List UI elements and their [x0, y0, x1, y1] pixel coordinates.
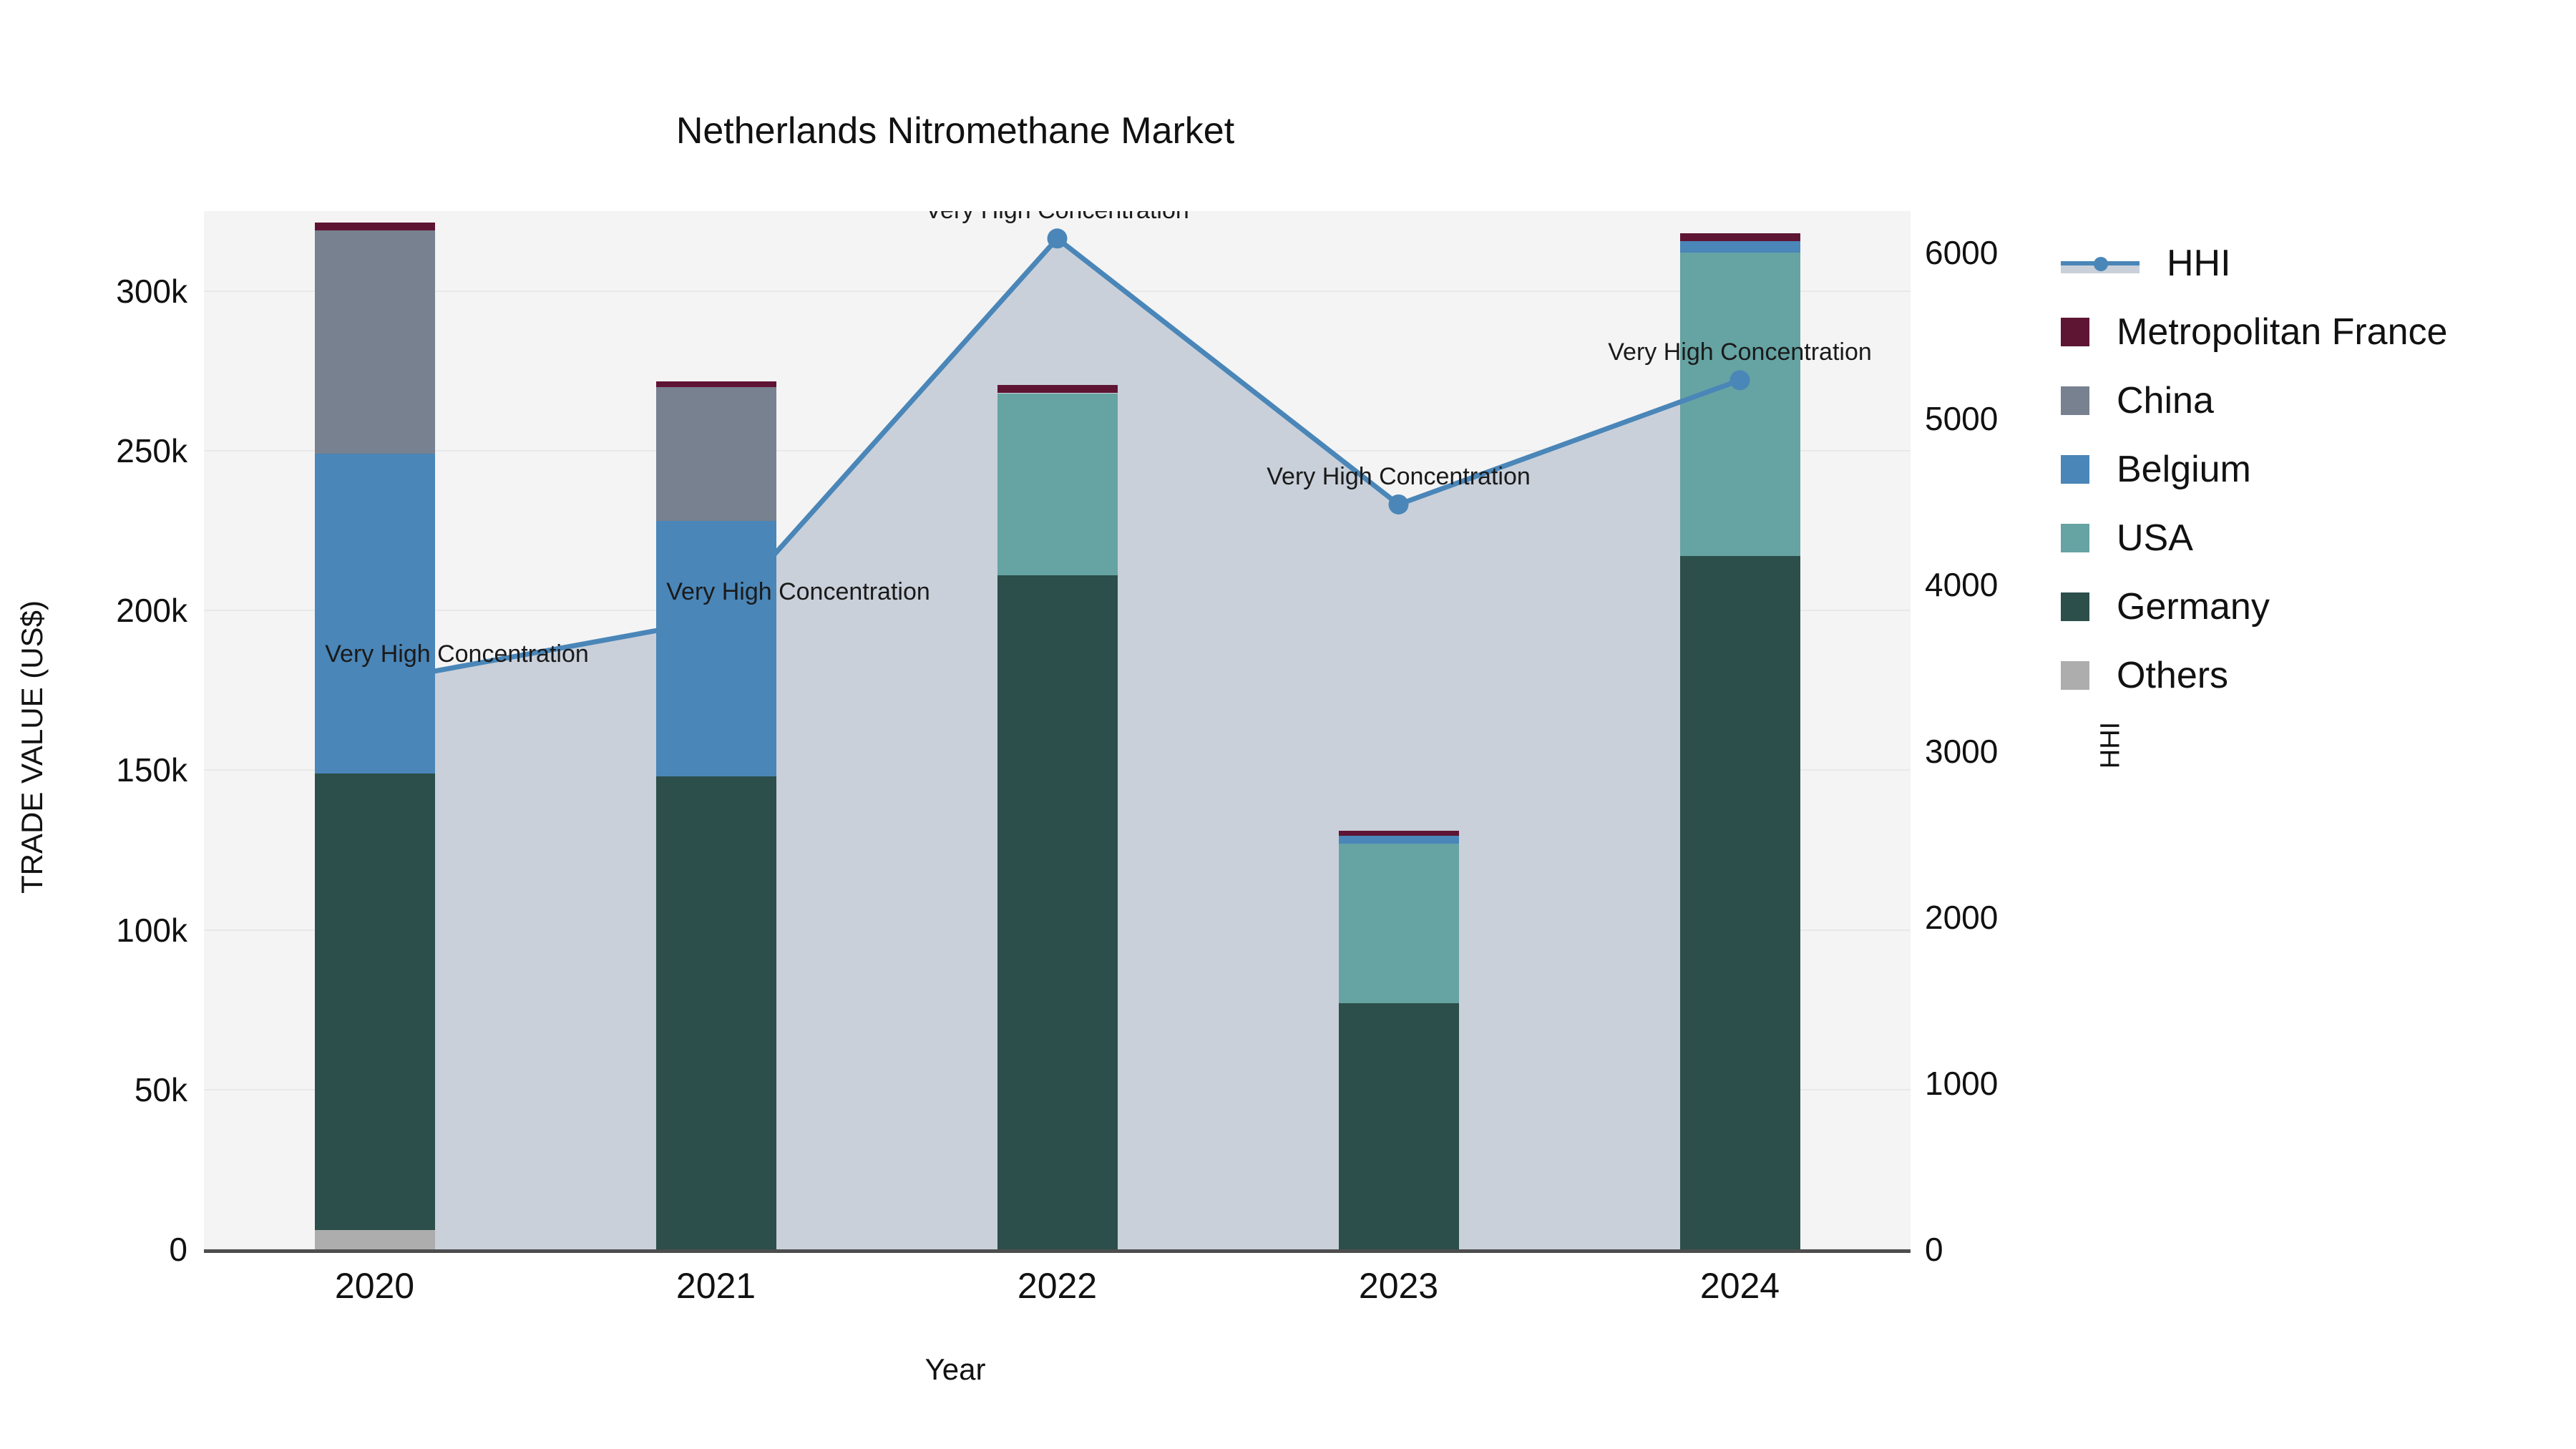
hhi-line-series — [364, 228, 1750, 693]
y-tick-label-right: 3000 — [1925, 732, 1999, 770]
legend-item[interactable]: HHI — [2061, 229, 2562, 298]
bar-segment[interactable] — [314, 1230, 435, 1249]
x-axis-line — [204, 1249, 1911, 1253]
hhi-annotation: Very High Concentration — [325, 640, 589, 668]
bar-segment[interactable] — [1679, 233, 1800, 242]
bar-segment[interactable] — [314, 773, 435, 1231]
bar-stack[interactable] — [1679, 211, 1800, 1249]
legend-item-label: Germany — [2117, 586, 2270, 628]
hhi-annotation: Very High Concentration — [1608, 338, 1872, 366]
legend-item-label: USA — [2117, 517, 2193, 559]
y-tick-label-right: 1000 — [1925, 1064, 1999, 1102]
bar-segment[interactable] — [655, 521, 776, 777]
legend-item[interactable]: USA — [2061, 504, 2562, 572]
bar-segment[interactable] — [655, 776, 776, 1249]
y-tick-label-left: 50k — [134, 1070, 187, 1108]
hhi-line-icon — [2061, 249, 2140, 278]
legend-item-label: China — [2117, 380, 2214, 421]
y-tick-label-right: 6000 — [1925, 234, 1999, 272]
x-tick-label: 2023 — [1358, 1266, 1439, 1306]
bar-segment[interactable] — [1338, 1003, 1459, 1249]
bar-stack[interactable] — [655, 211, 776, 1249]
y-tick-label-right: 2000 — [1925, 898, 1999, 936]
y-tick-label-right: 4000 — [1925, 566, 1999, 604]
y-tick-label-left: 200k — [116, 592, 187, 630]
bar-segment[interactable] — [1338, 844, 1459, 1004]
bar-segment[interactable] — [1679, 253, 1800, 557]
bar-segment[interactable] — [1679, 241, 1800, 253]
chart-legend: HHI Metropolitan France China Belgium USA Ger… — [2061, 229, 2562, 710]
y-tick-label-left: 300k — [116, 272, 187, 310]
legend-item-label: HHI — [2167, 243, 2231, 284]
bar-stack[interactable] — [997, 211, 1118, 1249]
plot-area: Very High Concentration Very High Concent… — [204, 211, 1911, 1249]
legend-swatch-icon — [2061, 318, 2089, 346]
legend-swatch-icon — [2061, 455, 2089, 484]
hhi-annotation: Very High Concentration — [1267, 462, 1531, 490]
hhi-annotation: Very High Concentration — [925, 211, 1189, 225]
bar-segment[interactable] — [1338, 835, 1459, 844]
x-tick-label: 2022 — [1017, 1266, 1098, 1306]
legend-item[interactable]: China — [2061, 366, 2562, 435]
bar-segment[interactable] — [655, 381, 776, 387]
bar-stack[interactable] — [314, 211, 435, 1249]
bar-segment[interactable] — [655, 386, 776, 522]
legend-swatch-icon — [2061, 524, 2089, 552]
x-tick-label: 2020 — [334, 1266, 415, 1306]
y-axis-ticks-left: 0 50k 100k 150k 200k 250k 300k — [0, 0, 187, 1449]
y-tick-label-right: 0 — [1925, 1231, 1943, 1268]
legend-item[interactable]: Others — [2061, 641, 2562, 710]
legend-swatch-icon — [2061, 661, 2089, 690]
legend-swatch-icon — [2061, 592, 2089, 621]
bar-segment[interactable] — [997, 393, 1118, 575]
bar-segment[interactable] — [314, 454, 435, 774]
legend-item-label: Belgium — [2117, 449, 2251, 490]
bar-segment[interactable] — [997, 575, 1118, 1249]
y-tick-label-left: 0 — [169, 1231, 187, 1268]
bar-segment[interactable] — [1338, 831, 1459, 836]
legend-item[interactable]: Belgium — [2061, 435, 2562, 504]
legend-item-label: Metropolitan France — [2117, 311, 2448, 353]
bar-segment[interactable] — [314, 230, 435, 454]
bar-segment[interactable] — [1679, 556, 1800, 1249]
legend-item[interactable]: Metropolitan France — [2061, 298, 2562, 366]
x-tick-label: 2024 — [1699, 1266, 1780, 1306]
y-tick-label-left: 150k — [116, 751, 187, 789]
chart-title-line-1: Netherlands Nitromethane Market — [675, 110, 1235, 152]
bar-segment[interactable] — [314, 222, 435, 230]
x-axis-title: Year — [924, 1352, 986, 1386]
hhi-annotation: Very High Concentration — [666, 578, 930, 606]
legend-item[interactable]: Germany — [2061, 572, 2562, 641]
legend-item-label: Others — [2117, 655, 2229, 696]
legend-swatch-icon — [2061, 386, 2089, 415]
y-tick-label-right: 5000 — [1925, 400, 1999, 438]
y-tick-label-left: 250k — [116, 431, 187, 469]
y-axis-ticks-right: 0 1000 2000 3000 4000 5000 6000 — [1925, 0, 2140, 1449]
bar-stack[interactable] — [1338, 211, 1459, 1249]
x-tick-label: 2021 — [675, 1266, 756, 1306]
bar-segment[interactable] — [997, 385, 1118, 394]
y-tick-label-left: 100k — [116, 911, 187, 949]
